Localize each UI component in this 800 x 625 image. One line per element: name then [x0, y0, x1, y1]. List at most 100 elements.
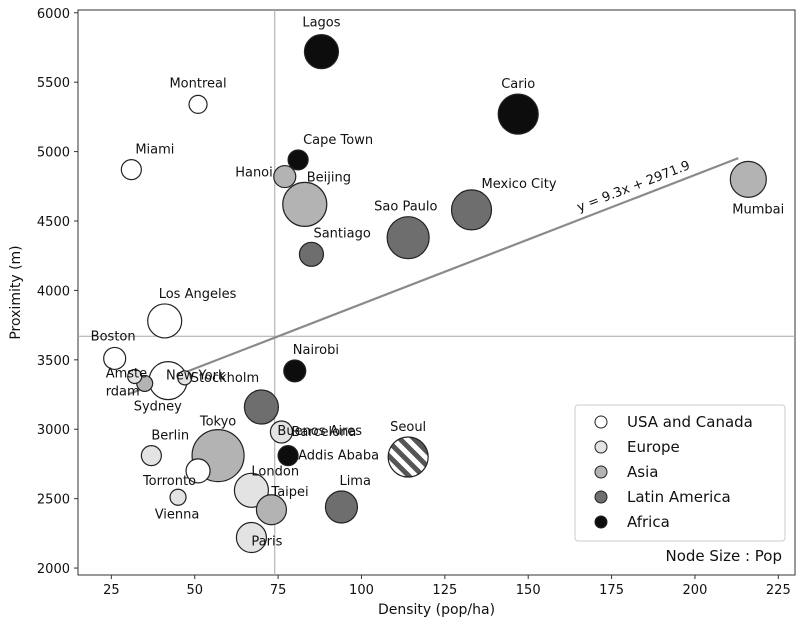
point-beijing [282, 181, 328, 227]
x-tick-label: 175 [599, 583, 624, 598]
label-mumbai: Mumbai [732, 202, 784, 217]
point-los-angeles [147, 303, 183, 339]
label-lima: Lima [339, 474, 370, 489]
point-torronto [185, 458, 211, 484]
legend-marker-asia [594, 465, 608, 479]
label-cape-town: Cape Town [303, 133, 373, 148]
label-addis-ababa: Addis Ababa [298, 449, 379, 464]
y-tick-label: 5000 [37, 146, 70, 161]
label-paris: Paris [251, 535, 282, 550]
point-montreal [188, 94, 208, 114]
label-tokyo: Tokyo [199, 415, 236, 430]
point-hanoi [273, 164, 297, 189]
point-paris [235, 521, 268, 554]
x-tick-label: 200 [683, 583, 708, 598]
x-tick-label: 100 [349, 583, 374, 598]
point-barcelona [269, 420, 294, 444]
y-tick-label: 6000 [37, 7, 70, 22]
point-lima [324, 490, 359, 524]
x-axis-title: Density (pop/ha) [378, 602, 495, 618]
x-tick-label: 225 [766, 583, 791, 598]
point-stockholm [177, 370, 193, 386]
legend-marker-usa-and-canada [594, 415, 608, 429]
point-mumbai [729, 160, 767, 198]
label-stockholm: Stockholm [191, 371, 259, 386]
legend-label-europe: Europe [627, 438, 680, 456]
x-tick-label: 125 [432, 583, 457, 598]
label-mexico-city: Mexico City [482, 177, 557, 192]
y-tick-label: 3000 [37, 423, 70, 438]
legend-label-africa: Africa [627, 513, 670, 531]
point-taipei [255, 494, 288, 526]
point-amsterdam [127, 368, 143, 385]
y-tick-label: 3500 [37, 354, 70, 369]
label-beijing: Beijing [307, 170, 351, 185]
point-nairobi [283, 359, 307, 383]
x-tick-label: 75 [270, 583, 287, 598]
point-seoul [387, 436, 429, 478]
label-seoul: Seoul [390, 420, 426, 435]
legend-marker-latin-america [594, 490, 608, 504]
label-amste: Amste [106, 366, 147, 381]
point-mexico-city [450, 189, 493, 231]
label-taipei: Taipei [270, 485, 308, 500]
size-note: Node Size : Pop [665, 547, 782, 565]
point-sao-paulo [386, 216, 430, 260]
label-barcelona: Barcelona [291, 425, 356, 440]
label-lagos: Lagos [302, 16, 340, 31]
point-miami [120, 159, 142, 181]
label-hanoi: Hanoi [235, 166, 273, 181]
city-labels: Lagos Montreal Cario Miami Cape Town Hanoi Bei… [91, 16, 785, 550]
y-tick-label: 5500 [37, 76, 70, 91]
point-cape-town [287, 149, 309, 171]
x-tick-label: 25 [103, 583, 120, 598]
label-berlin: Berlin [151, 429, 189, 444]
point-london [233, 472, 270, 508]
point-santiago [298, 241, 325, 267]
legend: USA and Canada Europe Asia Latin America Afr… [574, 404, 786, 542]
legend-box [574, 404, 786, 542]
label-london: London [251, 464, 299, 479]
x-tick-label: 50 [186, 583, 203, 598]
label-new-york: New York [166, 369, 226, 384]
y-axis-title: Proximity (m) [8, 245, 24, 339]
label-boston: Boston [91, 329, 136, 344]
y-tick-label: 4500 [37, 215, 70, 230]
point-boston [103, 346, 127, 371]
label-torronto: Torronto [142, 474, 196, 489]
trendline [127, 157, 739, 396]
label-miami: Miami [135, 143, 174, 158]
label-buenos-aires: Buenos Aires [277, 424, 362, 439]
legend-marker-africa [594, 515, 608, 529]
label-sao-paulo: Sao Paulo [374, 200, 437, 215]
y-tick-label: 2000 [37, 562, 70, 577]
point-addis-ababa [277, 445, 299, 467]
legend-label-usa-and-canada: USA and Canada [627, 413, 753, 431]
label-cario: Cario [501, 77, 535, 92]
point-lagos [303, 34, 340, 70]
point-vienna [169, 488, 187, 506]
data-points [103, 34, 767, 554]
point-berlin [140, 445, 162, 467]
y-tick-label: 2500 [37, 493, 70, 508]
y-tick-label: 4000 [37, 284, 70, 299]
legend-label-latin-america: Latin America [627, 488, 731, 506]
x-tick-label: 150 [516, 583, 541, 598]
point-cario [497, 93, 539, 135]
label-rdam: rdam [106, 384, 140, 399]
axis-ticks: 25 50 75 100 125 150 175 200 225 2000 2500 3000 3500… [37, 7, 791, 598]
label-los-angeles: Los Angeles [159, 287, 237, 302]
label-montreal: Montreal [169, 76, 226, 91]
reference-lines [78, 10, 795, 575]
trendline-equation: y = 9.3x + 2971.9 [575, 158, 692, 215]
legend-label-asia: Asia [627, 463, 658, 481]
label-santiago: Santiago [313, 226, 370, 241]
label-vienna: Vienna [155, 507, 200, 522]
label-nairobi: Nairobi [293, 343, 339, 358]
legend-marker-europe [594, 440, 608, 454]
trendline-layer: y = 9.3x + 2971.9 [127, 157, 739, 396]
point-buenos-aires [243, 389, 280, 425]
plot-frame [77, 9, 796, 576]
label-sydney: Sydney [134, 399, 182, 414]
